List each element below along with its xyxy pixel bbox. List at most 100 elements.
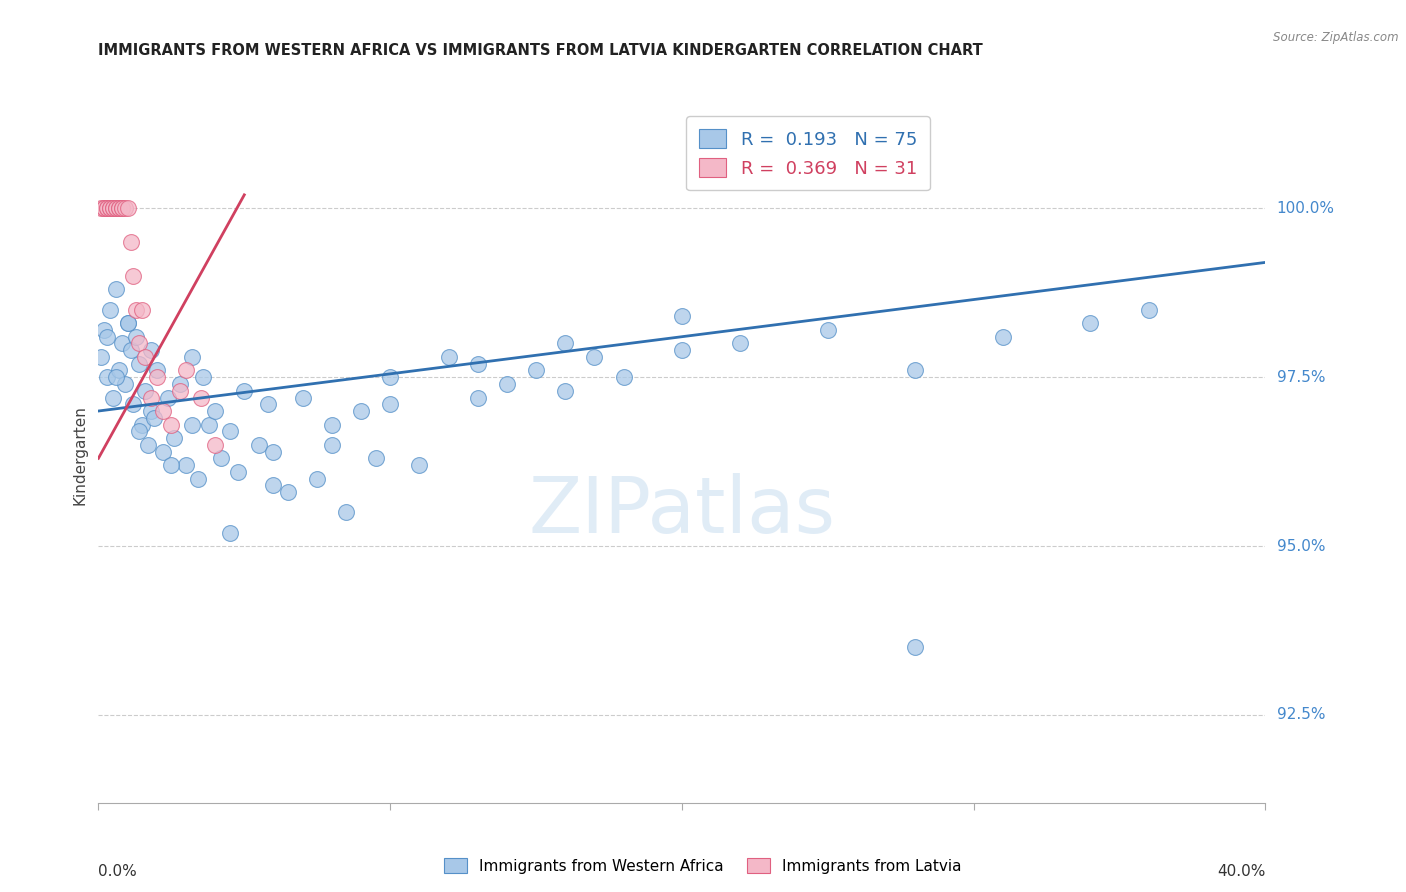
- Text: 97.5%: 97.5%: [1277, 370, 1324, 384]
- Point: [96, 202, 118, 216]
- Point: [169, 376, 191, 391]
- Point: [180, 417, 202, 432]
- Point: [101, 202, 124, 216]
- Point: [111, 202, 134, 216]
- Text: 0.0%: 0.0%: [98, 863, 138, 879]
- Point: [1080, 316, 1102, 330]
- Point: [256, 397, 278, 411]
- Point: [152, 444, 174, 458]
- Point: [554, 336, 576, 351]
- Point: [96, 202, 118, 216]
- Point: [98, 302, 121, 317]
- Point: [104, 370, 127, 384]
- Point: [408, 458, 430, 472]
- Point: [364, 451, 387, 466]
- Point: [93, 323, 115, 337]
- Point: [98, 202, 121, 216]
- Text: ZIPatlas: ZIPatlas: [529, 473, 835, 549]
- Point: [90, 202, 112, 216]
- Point: [160, 417, 183, 432]
- Point: [142, 410, 165, 425]
- Point: [209, 451, 232, 466]
- Point: [139, 391, 162, 405]
- Point: [146, 370, 169, 384]
- Point: [321, 438, 343, 452]
- Point: [96, 329, 118, 343]
- Point: [495, 376, 517, 391]
- Text: 40.0%: 40.0%: [1218, 863, 1265, 879]
- Point: [204, 438, 226, 452]
- Y-axis label: Kindergarten: Kindergarten: [72, 405, 87, 505]
- Point: [114, 202, 136, 216]
- Point: [96, 370, 118, 384]
- Legend: Immigrants from Western Africa, Immigrants from Latvia: Immigrants from Western Africa, Immigran…: [439, 852, 967, 880]
- Point: [583, 350, 606, 364]
- Point: [350, 404, 373, 418]
- Point: [117, 316, 139, 330]
- Point: [120, 343, 142, 358]
- Point: [128, 357, 150, 371]
- Point: [152, 404, 174, 418]
- Point: [1137, 302, 1160, 317]
- Point: [104, 202, 127, 216]
- Point: [169, 384, 191, 398]
- Point: [174, 458, 197, 472]
- Point: [139, 343, 162, 358]
- Point: [335, 505, 357, 519]
- Point: [90, 350, 112, 364]
- Point: [262, 444, 284, 458]
- Point: [131, 417, 153, 432]
- Point: [233, 384, 256, 398]
- Text: 100.0%: 100.0%: [1277, 201, 1334, 216]
- Point: [228, 465, 250, 479]
- Point: [218, 424, 240, 438]
- Point: [125, 302, 148, 317]
- Point: [128, 424, 150, 438]
- Point: [108, 202, 131, 216]
- Point: [180, 350, 202, 364]
- Text: 95.0%: 95.0%: [1277, 539, 1324, 554]
- Point: [111, 202, 134, 216]
- Point: [198, 417, 221, 432]
- Point: [321, 417, 343, 432]
- Point: [128, 336, 150, 351]
- Point: [120, 235, 142, 249]
- Point: [134, 350, 156, 364]
- Point: [671, 343, 693, 358]
- Point: [122, 268, 145, 283]
- Point: [117, 316, 139, 330]
- Point: [378, 370, 402, 384]
- Point: [262, 478, 284, 492]
- Point: [139, 404, 162, 418]
- Point: [671, 310, 693, 324]
- Point: [93, 202, 115, 216]
- Point: [187, 472, 209, 486]
- Point: [114, 376, 136, 391]
- Point: [437, 350, 460, 364]
- Point: [134, 384, 156, 398]
- Point: [93, 202, 115, 216]
- Point: [160, 458, 183, 472]
- Point: [277, 485, 299, 500]
- Point: [554, 384, 576, 398]
- Point: [467, 391, 489, 405]
- Point: [136, 438, 159, 452]
- Point: [104, 282, 127, 296]
- Point: [111, 336, 134, 351]
- Text: IMMIGRANTS FROM WESTERN AFRICA VS IMMIGRANTS FROM LATVIA KINDERGARTEN CORRELATIO: IMMIGRANTS FROM WESTERN AFRICA VS IMMIGR…: [98, 43, 983, 58]
- Point: [991, 329, 1014, 343]
- Point: [728, 336, 751, 351]
- Point: [612, 370, 634, 384]
- Point: [108, 363, 131, 377]
- Point: [117, 202, 139, 216]
- Point: [163, 431, 186, 445]
- Point: [122, 397, 145, 411]
- Point: [247, 438, 270, 452]
- Point: [131, 302, 153, 317]
- Text: Source: ZipAtlas.com: Source: ZipAtlas.com: [1274, 31, 1399, 45]
- Point: [174, 363, 197, 377]
- Point: [291, 391, 314, 405]
- Point: [101, 391, 124, 405]
- Point: [108, 202, 131, 216]
- Point: [817, 323, 839, 337]
